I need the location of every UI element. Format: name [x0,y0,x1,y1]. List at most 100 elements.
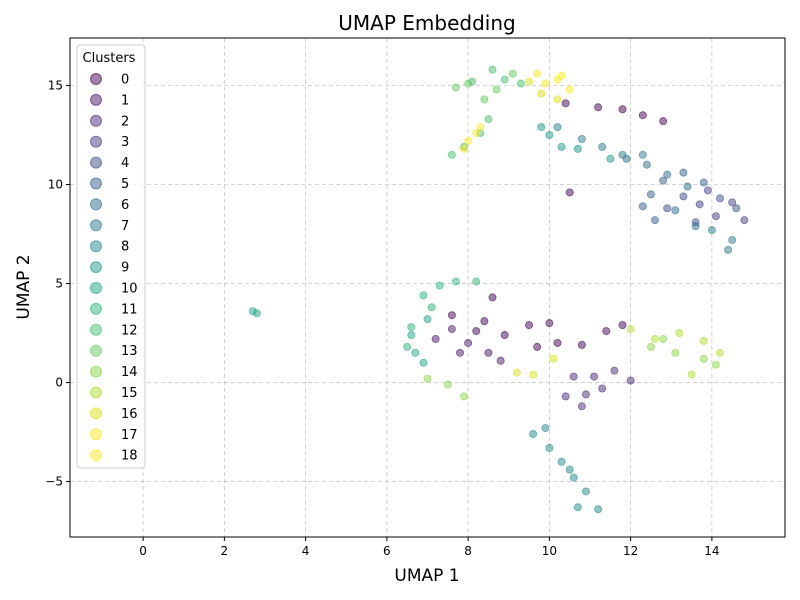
legend-item: 9 [90,261,129,276]
data-point-cluster-6 [642,160,651,169]
data-point-cluster-10 [423,315,432,324]
data-point-cluster-14 [711,360,720,369]
data-point-cluster-0 [500,331,509,340]
legend-item: 17 [90,428,138,443]
data-point-cluster-0 [561,99,570,108]
plot-frame [69,37,786,538]
data-point-cluster-9 [557,142,566,151]
x-tick-label: 8 [464,544,472,558]
legend-item: 2 [90,114,129,129]
legend-marker [90,282,102,294]
legend-marker [90,93,102,106]
data-point-cluster-2 [610,366,619,375]
x-tick-label: 10 [542,544,557,558]
legend-label: 8 [121,240,129,255]
legend-item: 0 [90,73,129,88]
legend-item: 7 [90,219,129,234]
data-point-cluster-3 [703,186,712,195]
data-point-cluster-5 [646,190,655,199]
data-point-cluster-14 [443,380,452,389]
data-point-cluster-17 [565,85,574,94]
data-point-cluster-4 [716,194,725,203]
legend-item: 6 [90,198,129,213]
data-point-cluster-9 [573,144,582,153]
data-point-cluster-5 [659,176,668,185]
data-point-cluster-11 [472,277,481,286]
legend-label: 16 [121,407,138,422]
data-point-cluster-18 [541,79,550,88]
data-point-cluster-11 [427,303,436,312]
x-tick-label: 14 [704,544,719,558]
data-point-cluster-12 [516,79,525,88]
data-point-cluster-18 [464,136,473,145]
data-point-cluster-0 [638,111,647,120]
x-tick-label: 6 [383,544,391,558]
legend-marker [90,428,102,441]
data-point-cluster-16 [529,370,538,379]
data-point-cluster-17 [472,129,481,138]
legend-marker [90,449,102,462]
legend-label: 13 [121,344,138,359]
legend-marker [90,135,102,148]
y-tick-label: 5 [55,277,63,291]
data-point-cluster-11 [407,323,416,332]
data-point-cluster-12 [447,150,456,159]
data-point-cluster-3 [711,212,720,221]
legend-label: 2 [121,114,129,129]
data-point-cluster-0 [618,321,627,330]
data-point-cluster-0 [447,311,456,320]
data-point-cluster-14 [423,374,432,383]
data-point-cluster-13 [451,83,460,92]
legend-marker [90,219,102,232]
legend-item: 13 [90,344,138,359]
data-point-cluster-15 [675,329,684,338]
data-point-cluster-1 [464,338,473,347]
data-point-cluster-10 [252,309,261,318]
legend-item: 18 [90,449,138,464]
data-point-cluster-5 [638,202,647,211]
data-point-cluster-1 [447,325,456,334]
legend-marker [90,261,102,274]
legend-label: 18 [121,449,138,464]
y-tick-label: −5 [45,475,63,489]
data-point-cluster-0 [545,319,554,328]
data-point-cluster-3 [740,216,749,225]
data-point-cluster-7 [724,245,733,254]
data-point-cluster-14 [699,354,708,363]
legend-marker [90,344,102,357]
data-point-cluster-8 [573,503,582,512]
data-point-cluster-17 [533,69,542,78]
data-point-cluster-1 [455,348,464,357]
data-point-cluster-11 [419,291,428,300]
data-point-cluster-14 [659,334,668,343]
data-point-cluster-12 [488,65,497,74]
data-point-cluster-7 [577,134,586,143]
legend-label: 15 [121,386,138,401]
data-point-cluster-8 [565,465,574,474]
legend-label: 11 [121,302,138,317]
data-point-cluster-10 [419,358,428,367]
legend-item: 12 [90,323,138,338]
data-point-cluster-8 [581,487,590,496]
data-point-cluster-8 [529,430,538,439]
legend-marker [90,73,102,85]
data-point-cluster-16 [553,95,562,104]
legend-label: 12 [121,323,138,338]
data-point-cluster-6 [691,222,700,231]
data-point-cluster-7 [638,150,647,159]
y-tick-label: 0 [55,376,63,390]
data-point-cluster-2 [569,372,578,381]
legend-marker [90,177,102,190]
legend-marker [90,365,102,378]
data-point-cluster-0 [565,188,574,197]
data-point-cluster-8 [557,457,566,466]
data-point-cluster-11 [451,277,460,286]
legend-label: 17 [121,428,138,443]
legend-label: 5 [121,177,129,192]
data-point-cluster-0 [594,103,603,112]
data-point-cluster-17 [476,123,485,132]
data-point-cluster-0 [525,321,534,330]
data-point-cluster-11 [403,342,412,351]
